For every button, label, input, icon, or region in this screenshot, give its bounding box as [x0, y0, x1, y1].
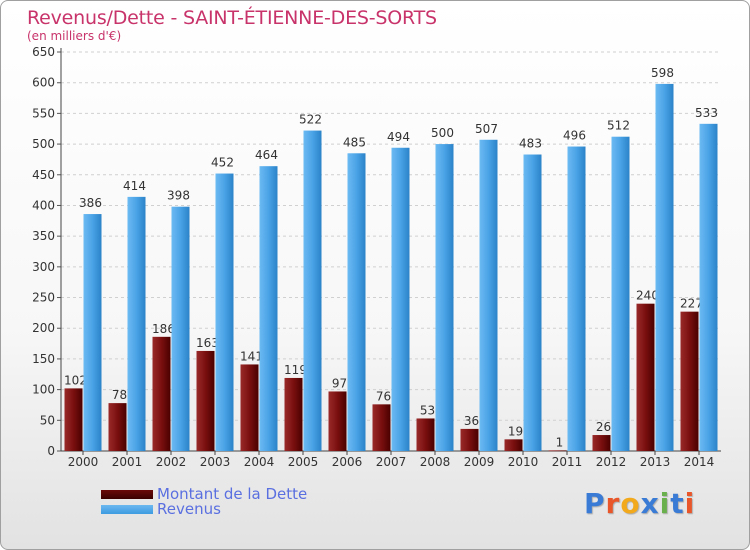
proxiti-logo: Proxiti	[584, 487, 696, 520]
data-label-revenus: 414	[123, 179, 146, 193]
data-label-revenus: 507	[475, 122, 498, 136]
data-label-revenus: 452	[211, 156, 234, 170]
data-label-dette: 163	[196, 336, 219, 350]
x-tick-label: 2009	[464, 455, 495, 469]
data-label-dette: 186	[152, 322, 175, 336]
y-tick-label: 100	[32, 383, 55, 397]
data-label-dette: 53	[420, 403, 435, 417]
data-label-revenus: 386	[79, 196, 102, 210]
bar-revenus	[347, 153, 366, 452]
data-label-dette: 227	[680, 297, 703, 311]
bar-dette	[460, 428, 479, 451]
data-label-revenus: 464	[255, 148, 278, 162]
data-label-dette: 19	[508, 424, 523, 438]
y-tick-label: 350	[32, 229, 55, 243]
data-label-dette: 119	[284, 363, 307, 377]
legend-label-dette: Montant de la Dette	[157, 485, 308, 503]
bar-revenus	[127, 196, 146, 451]
bar-revenus	[523, 154, 542, 451]
bar-revenus	[655, 83, 674, 452]
y-tick-label: 0	[47, 444, 55, 458]
bar-dette	[592, 435, 611, 451]
data-label-revenus: 533	[695, 106, 718, 120]
chart-title: Revenus/Dette - SAINT-ÉTIENNE-DES-SORTS	[27, 7, 437, 29]
bar-revenus	[83, 214, 102, 451]
data-label-revenus: 500	[431, 126, 454, 140]
data-label-dette: 240	[636, 289, 659, 303]
data-label-dette: 78	[112, 388, 127, 402]
bar-revenus	[435, 144, 454, 452]
bar-revenus	[215, 173, 234, 451]
x-tick-label: 2013	[640, 455, 671, 469]
x-tick-label: 2011	[552, 455, 583, 469]
data-label-revenus: 496	[563, 129, 586, 143]
y-tick-label: 50	[40, 413, 55, 427]
data-label-revenus: 494	[387, 130, 410, 144]
y-tick-label: 650	[32, 45, 55, 59]
x-tick-label: 2008	[420, 455, 451, 469]
bar-revenus	[567, 146, 586, 452]
y-tick-label: 550	[32, 106, 55, 120]
x-tick-label: 2002	[156, 455, 187, 469]
chart-subtitle: (en milliers d'€)	[27, 29, 122, 43]
bar-dette	[240, 364, 259, 451]
y-tick-label: 450	[32, 168, 55, 182]
x-tick-label: 2004	[244, 455, 275, 469]
y-tick-label: 600	[32, 76, 55, 90]
data-label-dette: 97	[332, 376, 347, 390]
data-label-dette: 1	[556, 435, 564, 449]
bar-revenus	[391, 147, 410, 451]
y-tick-label: 200	[32, 321, 55, 335]
bar-dette	[284, 377, 303, 451]
bar-dette	[416, 418, 435, 451]
data-label-dette: 26	[596, 420, 611, 434]
data-label-revenus: 522	[299, 113, 322, 127]
data-label-revenus: 598	[651, 66, 674, 80]
data-label-dette: 36	[464, 414, 479, 428]
bar-dette	[196, 350, 215, 451]
bar-revenus	[699, 123, 718, 451]
data-label-revenus: 512	[607, 119, 630, 133]
bar-dette	[636, 303, 655, 451]
x-tick-label: 2005	[288, 455, 319, 469]
bar-dette	[108, 403, 127, 451]
x-tick-label: 2010	[508, 455, 539, 469]
bar-revenus	[479, 139, 498, 451]
x-tick-label: 2007	[376, 455, 407, 469]
x-tick-label: 2000	[68, 455, 99, 469]
bar-dette	[328, 391, 347, 451]
bar-revenus	[259, 166, 278, 451]
x-tick-label: 2003	[200, 455, 231, 469]
bar-dette	[372, 404, 391, 451]
x-tick-label: 2012	[596, 455, 627, 469]
bar-dette	[64, 388, 83, 451]
y-tick-label: 400	[32, 198, 55, 212]
data-label-revenus: 398	[167, 189, 190, 203]
data-label-dette: 76	[376, 389, 391, 403]
y-tick-label: 500	[32, 137, 55, 151]
y-tick-label: 250	[32, 291, 55, 305]
x-tick-label: 2001	[112, 455, 143, 469]
x-tick-label: 2006	[332, 455, 363, 469]
bar-dette	[548, 450, 567, 452]
legend-swatch-revenus	[101, 505, 153, 514]
bar-revenus	[611, 136, 630, 452]
bar-dette	[504, 439, 523, 451]
legend-label-revenus: Revenus	[157, 500, 221, 518]
bar-dette	[152, 336, 171, 451]
data-label-revenus: 483	[519, 137, 542, 151]
bar-revenus	[303, 130, 322, 451]
bar-dette	[680, 311, 699, 451]
data-label-revenus: 485	[343, 135, 366, 149]
data-label-dette: 102	[64, 373, 87, 387]
legend-swatch-dette	[101, 490, 153, 499]
data-label-dette: 141	[240, 349, 263, 363]
bar-revenus	[171, 206, 190, 451]
x-tick-label: 2014	[684, 455, 715, 469]
y-tick-label: 300	[32, 260, 55, 274]
y-tick-label: 150	[32, 352, 55, 366]
